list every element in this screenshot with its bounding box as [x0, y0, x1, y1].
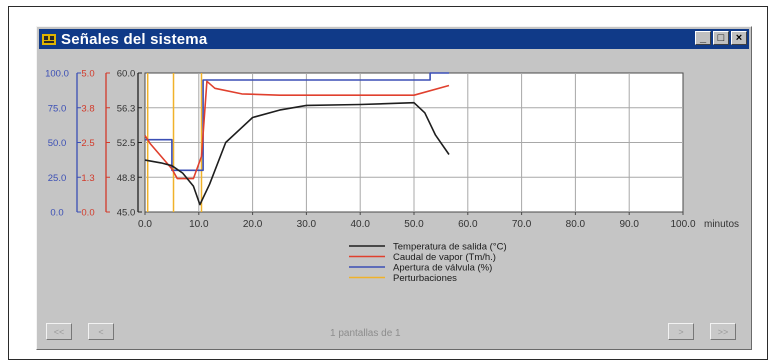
legend-label: Perturbaciones	[393, 273, 457, 284]
x-tick-label: 90.0	[619, 219, 639, 230]
x-tick-label: 0.0	[138, 219, 152, 230]
y-tick-label: 56.3	[117, 103, 136, 114]
y-tick-label: 48.8	[117, 173, 136, 184]
y-tick-label: 1.3	[81, 173, 94, 184]
y-tick-label: 60.0	[117, 69, 136, 80]
y-tick-label: 3.8	[81, 103, 94, 114]
page-info: 1 pantallas de 1	[330, 328, 401, 339]
x-tick-label: 20.0	[243, 219, 263, 230]
y-tick-label: 0.0	[81, 208, 94, 219]
y-tick-label: 25.0	[48, 173, 67, 184]
series-line	[144, 101, 450, 206]
title-bar[interactable]: Señales del sistema _ □ ×	[39, 29, 749, 49]
maximize-button[interactable]: □	[713, 31, 729, 45]
next-page-button[interactable]: >	[668, 323, 694, 340]
series-line	[144, 80, 450, 180]
y-tick-label: 100.0	[45, 69, 69, 80]
app-icon	[42, 34, 56, 45]
x-tick-label: 40.0	[350, 219, 370, 230]
minimize-button[interactable]: _	[695, 31, 711, 45]
y-tick-label: 5.0	[81, 69, 94, 80]
y-tick-label: 50.0	[48, 138, 67, 149]
close-button[interactable]: ×	[731, 31, 747, 45]
window-title: Señales del sistema	[61, 30, 208, 48]
x-tick-label: 60.0	[458, 219, 478, 230]
series-line	[145, 72, 449, 172]
x-axis-unit: minutos	[704, 219, 739, 230]
y-tick-label: 45.0	[117, 208, 136, 219]
last-page-button[interactable]: >>	[710, 323, 736, 340]
previous-page-button[interactable]: <	[88, 323, 114, 340]
x-tick-label: 10.0	[189, 219, 209, 230]
y-tick-label: 2.5	[81, 138, 94, 149]
x-tick-label: 50.0	[404, 219, 424, 230]
first-page-button[interactable]: <<	[46, 323, 72, 340]
legend-label: Caudal de vapor (Tm/h.)	[393, 252, 496, 263]
x-tick-label: 30.0	[297, 219, 317, 230]
x-tick-label: 100.0	[670, 219, 695, 230]
y-tick-label: 75.0	[48, 103, 67, 114]
x-tick-label: 80.0	[566, 219, 586, 230]
legend-label: Apertura de válvula (%)	[393, 263, 492, 274]
x-tick-label: 70.0	[512, 219, 532, 230]
y-tick-label: 0.0	[50, 208, 63, 219]
legend-label: Temperatura de salida (°C)	[393, 242, 507, 253]
y-tick-label: 52.5	[117, 138, 136, 149]
